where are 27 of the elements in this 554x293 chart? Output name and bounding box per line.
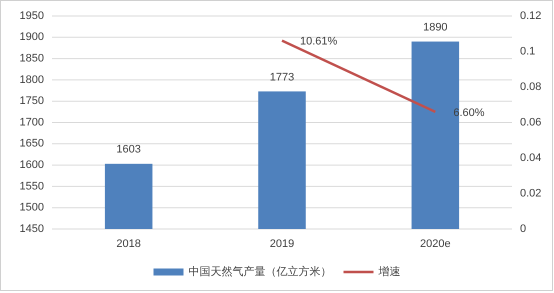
y-tick-label: 1500: [20, 202, 44, 214]
data-label: 1603: [116, 144, 141, 156]
legend-label: 中国天然气产量（亿立方米）: [188, 264, 332, 278]
data-label: 1890: [423, 21, 448, 34]
y-tick-label: 1600: [20, 159, 44, 172]
y2-tick-label: 0.06: [520, 116, 542, 128]
y-tick-label: 1550: [20, 180, 44, 192]
x-tick-label: 2020e: [420, 238, 451, 250]
data-label: 10.61%: [300, 36, 338, 48]
y-tick-label: 1450: [20, 222, 44, 235]
y2-tick-label: 0.1: [520, 45, 536, 58]
x-tick-label: 2019: [270, 238, 294, 250]
x-tick-label: 2018: [116, 238, 141, 250]
y-tick-label: 1700: [20, 116, 44, 128]
y-tick-label: 1850: [20, 52, 44, 65]
y-tick-label: 1950: [20, 10, 44, 22]
y-tick-label: 1750: [20, 95, 44, 108]
y2-tick-label: 0.08: [520, 80, 542, 93]
legend-label: 增速: [378, 264, 400, 278]
y-tick-label: 1650: [20, 138, 44, 150]
y-tick-label: 1800: [20, 74, 44, 86]
y2-tick-label: 0: [520, 222, 526, 235]
y-tick-label: 1900: [20, 31, 44, 44]
y2-tick-label: 0.12: [520, 10, 542, 22]
y2-tick-label: 0.02: [520, 187, 542, 200]
y2-tick-label: 0.04: [520, 152, 542, 164]
data-label: 1773: [270, 71, 294, 84]
